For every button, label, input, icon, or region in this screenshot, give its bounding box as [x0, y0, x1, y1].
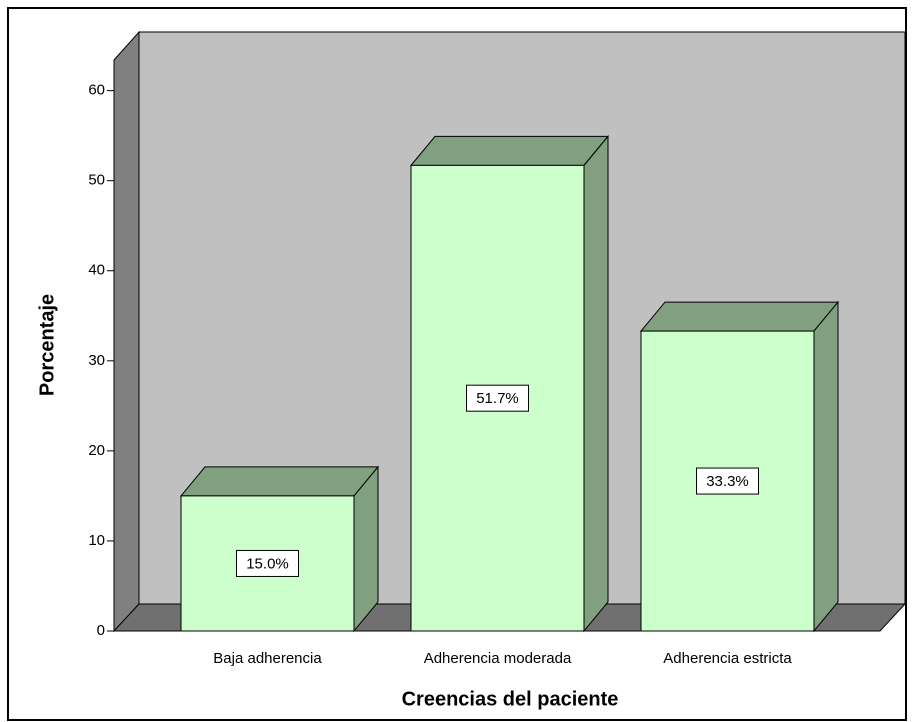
x-tick-label: Baja adherencia: [213, 650, 322, 667]
x-tick-label: Adherencia moderada: [424, 650, 572, 667]
y-tick-label: 20: [88, 442, 105, 459]
bar-side: [353, 465, 379, 633]
x-tick-label: Adherencia estricta: [663, 650, 792, 667]
y-tick-label: 10: [88, 532, 105, 549]
x-axis-label: Creencias del paciente: [402, 688, 619, 710]
y-tick-label: 40: [88, 262, 105, 279]
bar-top: [409, 135, 610, 166]
value-label-box: [696, 467, 759, 495]
value-label: 33.3%: [706, 473, 749, 490]
y-axis-label: Porcentaje: [36, 294, 58, 396]
y-tick-label: 30: [88, 352, 105, 369]
value-label: 51.7%: [476, 390, 519, 407]
value-label: 15.0%: [246, 555, 289, 572]
side-wall: [113, 30, 140, 633]
value-label-box: [466, 384, 529, 412]
bar-top: [639, 301, 840, 332]
bar-side: [813, 300, 839, 633]
y-tick-label: 0: [97, 622, 105, 639]
value-label-box: [236, 549, 299, 577]
y-tick-label: 60: [88, 82, 105, 99]
bar-top: [179, 466, 380, 497]
bar-side: [583, 134, 609, 633]
y-tick-label: 50: [88, 172, 105, 189]
